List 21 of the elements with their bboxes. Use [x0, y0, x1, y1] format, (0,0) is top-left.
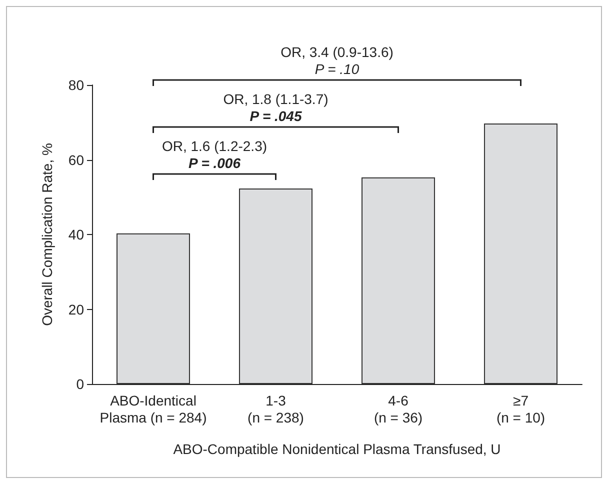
y-tick-label: 0: [76, 376, 84, 392]
text: P = .10: [314, 61, 360, 77]
x-tick-label: ≥7 (n = 10): [496, 392, 546, 426]
bar: [484, 123, 558, 384]
annotation: P = .006: [188, 155, 241, 171]
y-tick-label: 60: [68, 152, 84, 168]
bar: [239, 188, 312, 384]
y-tick-label: 40: [68, 226, 84, 242]
x-tick-label: 1-3 (n = 238): [248, 392, 304, 426]
y-axis-title: Overall Complication Rate, %: [39, 143, 55, 326]
annotation: OR, 1.8 (1.1-3.7): [223, 91, 328, 107]
bar: [116, 233, 190, 384]
annotation: OR, 1.6 (1.2-2.3): [162, 138, 268, 154]
y-tick-label: 80: [68, 77, 84, 93]
text: OR, 3.4 (0.9-13.6): [280, 44, 394, 60]
x-tick-label: ABO-Identical Plasma (n = 284): [100, 392, 207, 426]
x-tick-label: 4-6 (n = 36): [374, 392, 423, 426]
y-tick-label: 20: [68, 301, 84, 318]
bar: [362, 177, 435, 384]
x-axis-title: ABO-Compatible Nonidentical Plasma Transfused, U: [173, 441, 501, 457]
annotation: P = .045: [250, 108, 302, 124]
